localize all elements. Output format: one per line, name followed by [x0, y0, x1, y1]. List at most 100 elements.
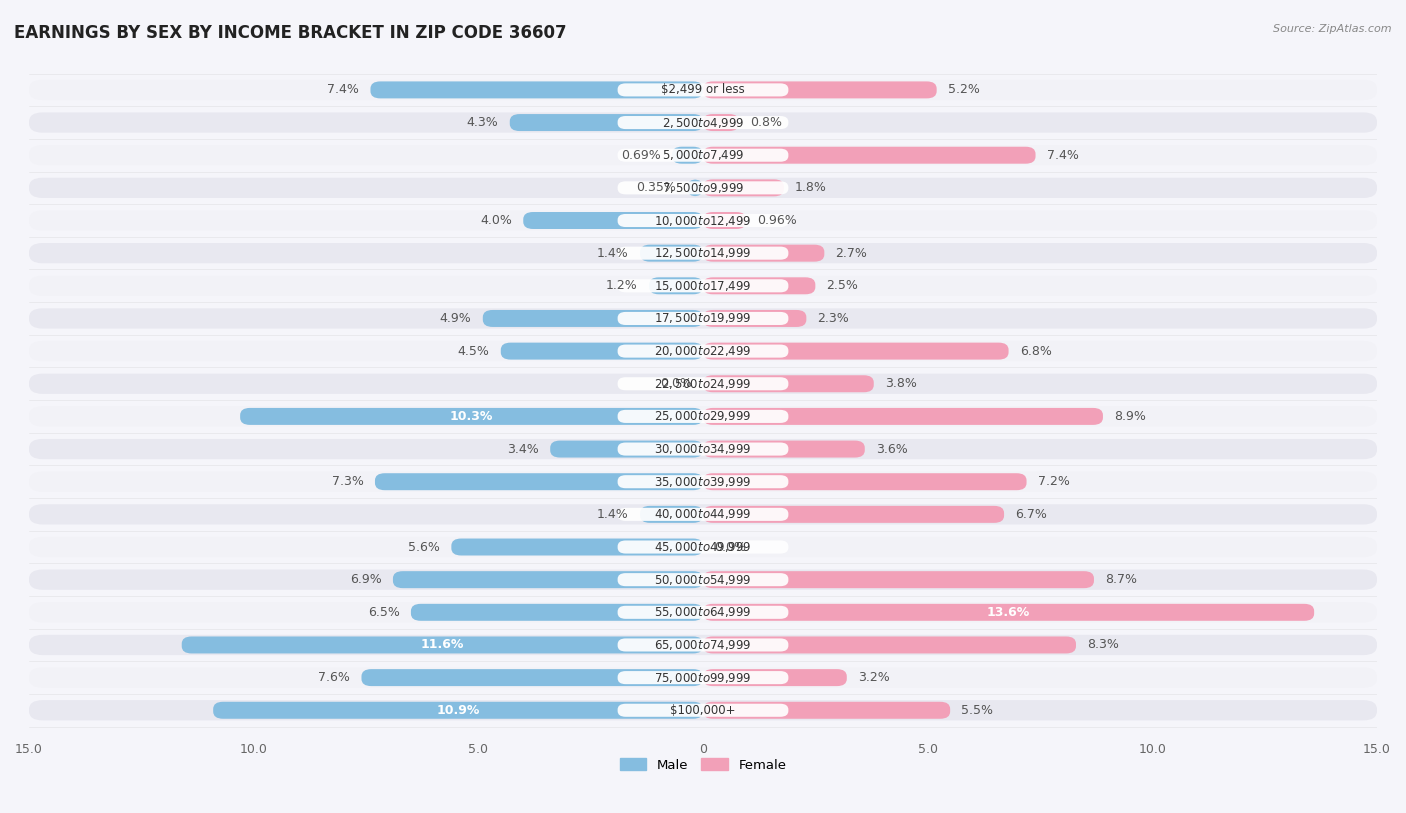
Text: 1.4%: 1.4% — [598, 246, 628, 259]
FancyBboxPatch shape — [703, 114, 740, 131]
FancyBboxPatch shape — [30, 602, 1376, 623]
Text: Source: ZipAtlas.com: Source: ZipAtlas.com — [1274, 24, 1392, 34]
Text: 1.8%: 1.8% — [796, 181, 827, 194]
Text: 0.0%: 0.0% — [714, 541, 747, 554]
FancyBboxPatch shape — [392, 572, 703, 588]
Text: 3.4%: 3.4% — [508, 442, 538, 455]
FancyBboxPatch shape — [617, 442, 789, 455]
Text: 6.5%: 6.5% — [368, 606, 399, 619]
FancyBboxPatch shape — [30, 472, 1376, 492]
Text: 0.96%: 0.96% — [758, 214, 797, 227]
FancyBboxPatch shape — [214, 702, 703, 719]
Text: $100,000+: $100,000+ — [671, 704, 735, 717]
Text: 6.7%: 6.7% — [1015, 508, 1047, 521]
FancyBboxPatch shape — [30, 341, 1376, 361]
FancyBboxPatch shape — [703, 180, 785, 197]
FancyBboxPatch shape — [617, 573, 789, 586]
Text: $25,000 to $29,999: $25,000 to $29,999 — [654, 410, 752, 424]
Text: 7.6%: 7.6% — [318, 671, 350, 684]
FancyBboxPatch shape — [703, 81, 936, 98]
FancyBboxPatch shape — [617, 541, 789, 554]
FancyBboxPatch shape — [703, 506, 1004, 523]
Text: 13.6%: 13.6% — [987, 606, 1031, 619]
FancyBboxPatch shape — [30, 406, 1376, 427]
Text: 11.6%: 11.6% — [420, 638, 464, 651]
FancyBboxPatch shape — [617, 638, 789, 651]
Text: $5,000 to $7,499: $5,000 to $7,499 — [662, 148, 744, 163]
FancyBboxPatch shape — [375, 473, 703, 490]
Legend: Male, Female: Male, Female — [614, 753, 792, 777]
FancyBboxPatch shape — [617, 214, 789, 227]
Text: 0.35%: 0.35% — [636, 181, 676, 194]
Text: 7.4%: 7.4% — [328, 84, 359, 97]
FancyBboxPatch shape — [688, 180, 703, 197]
FancyBboxPatch shape — [30, 570, 1376, 589]
Text: $2,499 or less: $2,499 or less — [661, 84, 745, 97]
FancyBboxPatch shape — [703, 572, 1094, 588]
FancyBboxPatch shape — [617, 181, 789, 194]
FancyBboxPatch shape — [703, 146, 1036, 163]
Text: 4.3%: 4.3% — [467, 116, 499, 129]
FancyBboxPatch shape — [30, 308, 1376, 328]
Text: 3.2%: 3.2% — [858, 671, 890, 684]
Text: 8.3%: 8.3% — [1087, 638, 1119, 651]
Text: 4.9%: 4.9% — [440, 312, 471, 325]
Text: 1.2%: 1.2% — [606, 280, 638, 293]
Text: 6.8%: 6.8% — [1019, 345, 1052, 358]
FancyBboxPatch shape — [640, 245, 703, 262]
Text: 2.7%: 2.7% — [835, 246, 868, 259]
Text: 0.69%: 0.69% — [621, 149, 661, 162]
Text: $12,500 to $14,999: $12,500 to $14,999 — [654, 246, 752, 260]
Text: $20,000 to $22,499: $20,000 to $22,499 — [654, 344, 752, 358]
FancyBboxPatch shape — [617, 410, 789, 423]
FancyBboxPatch shape — [617, 606, 789, 619]
FancyBboxPatch shape — [30, 178, 1376, 198]
Text: 4.5%: 4.5% — [458, 345, 489, 358]
FancyBboxPatch shape — [640, 506, 703, 523]
Text: 3.6%: 3.6% — [876, 442, 908, 455]
Text: 8.9%: 8.9% — [1114, 410, 1146, 423]
Text: 6.9%: 6.9% — [350, 573, 381, 586]
Text: 1.4%: 1.4% — [598, 508, 628, 521]
FancyBboxPatch shape — [617, 475, 789, 489]
FancyBboxPatch shape — [703, 702, 950, 719]
FancyBboxPatch shape — [451, 538, 703, 555]
FancyBboxPatch shape — [30, 700, 1376, 720]
Text: $22,500 to $24,999: $22,500 to $24,999 — [654, 376, 752, 391]
FancyBboxPatch shape — [30, 211, 1376, 231]
FancyBboxPatch shape — [703, 245, 824, 262]
FancyBboxPatch shape — [617, 508, 789, 521]
FancyBboxPatch shape — [617, 84, 789, 97]
Text: 2.5%: 2.5% — [827, 280, 859, 293]
FancyBboxPatch shape — [703, 441, 865, 458]
FancyBboxPatch shape — [30, 537, 1376, 557]
Text: $15,000 to $17,499: $15,000 to $17,499 — [654, 279, 752, 293]
FancyBboxPatch shape — [30, 374, 1376, 393]
Text: $65,000 to $74,999: $65,000 to $74,999 — [654, 638, 752, 652]
Text: 10.3%: 10.3% — [450, 410, 494, 423]
Text: 0.8%: 0.8% — [751, 116, 782, 129]
FancyBboxPatch shape — [617, 312, 789, 325]
Text: $40,000 to $44,999: $40,000 to $44,999 — [654, 507, 752, 521]
Text: 4.0%: 4.0% — [479, 214, 512, 227]
FancyBboxPatch shape — [703, 212, 747, 229]
FancyBboxPatch shape — [30, 439, 1376, 459]
Text: 5.6%: 5.6% — [408, 541, 440, 554]
FancyBboxPatch shape — [703, 376, 873, 392]
FancyBboxPatch shape — [617, 246, 789, 259]
Text: $35,000 to $39,999: $35,000 to $39,999 — [654, 475, 752, 489]
FancyBboxPatch shape — [523, 212, 703, 229]
Text: 7.4%: 7.4% — [1047, 149, 1078, 162]
Text: $7,500 to $9,999: $7,500 to $9,999 — [662, 180, 744, 195]
FancyBboxPatch shape — [703, 310, 807, 327]
Text: 8.7%: 8.7% — [1105, 573, 1137, 586]
Text: 10.9%: 10.9% — [436, 704, 479, 717]
FancyBboxPatch shape — [30, 145, 1376, 165]
Text: $2,500 to $4,999: $2,500 to $4,999 — [662, 115, 744, 129]
FancyBboxPatch shape — [411, 604, 703, 621]
Text: 7.2%: 7.2% — [1038, 476, 1070, 489]
FancyBboxPatch shape — [703, 342, 1008, 359]
FancyBboxPatch shape — [650, 277, 703, 294]
FancyBboxPatch shape — [30, 112, 1376, 133]
FancyBboxPatch shape — [672, 146, 703, 163]
